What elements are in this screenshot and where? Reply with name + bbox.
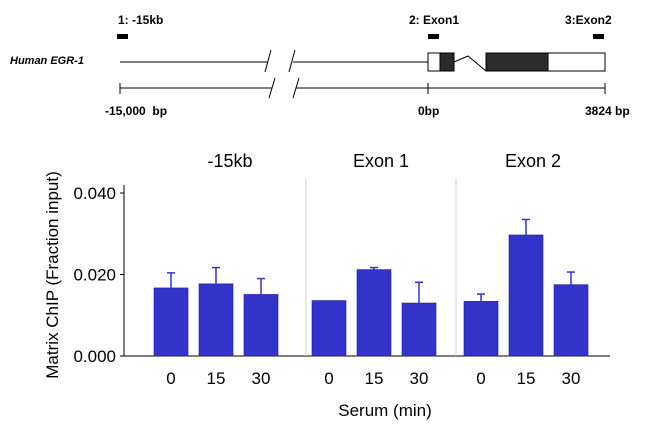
y-axis-label: Matrix ChIP (Fraction input) — [43, 171, 62, 379]
intron-line — [453, 55, 487, 72]
region-marker-exon1 — [428, 34, 439, 39]
panel-2: Exon 2 0 15 30 — [455, 151, 589, 388]
bar — [198, 283, 234, 357]
bar — [508, 234, 544, 357]
gene-label: Human EGR-1 — [10, 55, 84, 67]
x-tick-label: 15 — [207, 369, 226, 388]
exon2-utr-box — [547, 52, 606, 72]
chart-panels: -15kb 0 15 30 Exon 1 0 15 30 Exon 2 0 15 30 — [153, 151, 589, 388]
gene-break-mark — [264, 49, 272, 73]
bar — [401, 302, 437, 357]
y-tick-label: 0.040 — [73, 184, 116, 203]
panel-title: Exon 1 — [353, 151, 409, 171]
x-tick-label: 0 — [166, 369, 175, 388]
x-tick-label: 30 — [410, 369, 429, 388]
scale-label-right: 3824 bp — [585, 104, 630, 118]
exon2-coding-box — [485, 52, 549, 72]
bar — [153, 287, 189, 357]
scale-label-left: -15,000 bp — [105, 104, 167, 118]
y-tick-label: 0.000 — [73, 347, 116, 366]
gene-map: 1: -15kb 2: Exon1 3:Exon2 Human EGR-1 -1… — [10, 13, 630, 118]
bar — [311, 300, 347, 357]
scale-break-mark — [268, 77, 276, 99]
panel-title: -15kb — [207, 151, 252, 171]
panel-title: Exon 2 — [505, 151, 561, 171]
bar — [463, 301, 499, 357]
scale-break-mark — [292, 77, 300, 99]
panel-1: Exon 1 0 15 30 — [305, 151, 437, 388]
bar — [243, 294, 279, 357]
x-axis-label: Serum (min) — [338, 401, 432, 420]
x-tick-label: 15 — [517, 369, 536, 388]
x-tick-label: 30 — [252, 369, 271, 388]
x-tick-label: 0 — [476, 369, 485, 388]
x-tick-label: 15 — [365, 369, 384, 388]
x-tick-label: 30 — [562, 369, 581, 388]
x-tick-label: 0 — [324, 369, 333, 388]
region-marker-exon2 — [593, 34, 604, 39]
chart: Matrix ChIP (Fraction input) Serum (min)… — [43, 151, 610, 420]
y-tick-label: 0.020 — [73, 266, 116, 285]
gene-break-mark — [288, 49, 296, 73]
exon1-utr-box — [427, 52, 441, 72]
scale-label-middle: 0bp — [418, 104, 439, 118]
region-label-minus15kb: 1: -15kb — [118, 13, 163, 27]
panel-0: -15kb 0 15 30 — [153, 151, 279, 388]
region-marker-minus15kb — [117, 34, 128, 39]
region-label-exon2: 3:Exon2 — [565, 13, 612, 27]
exon1-coding-box — [439, 52, 455, 72]
region-label-exon1: 2: Exon1 — [409, 13, 459, 27]
bar — [356, 269, 392, 357]
bar — [553, 284, 589, 357]
